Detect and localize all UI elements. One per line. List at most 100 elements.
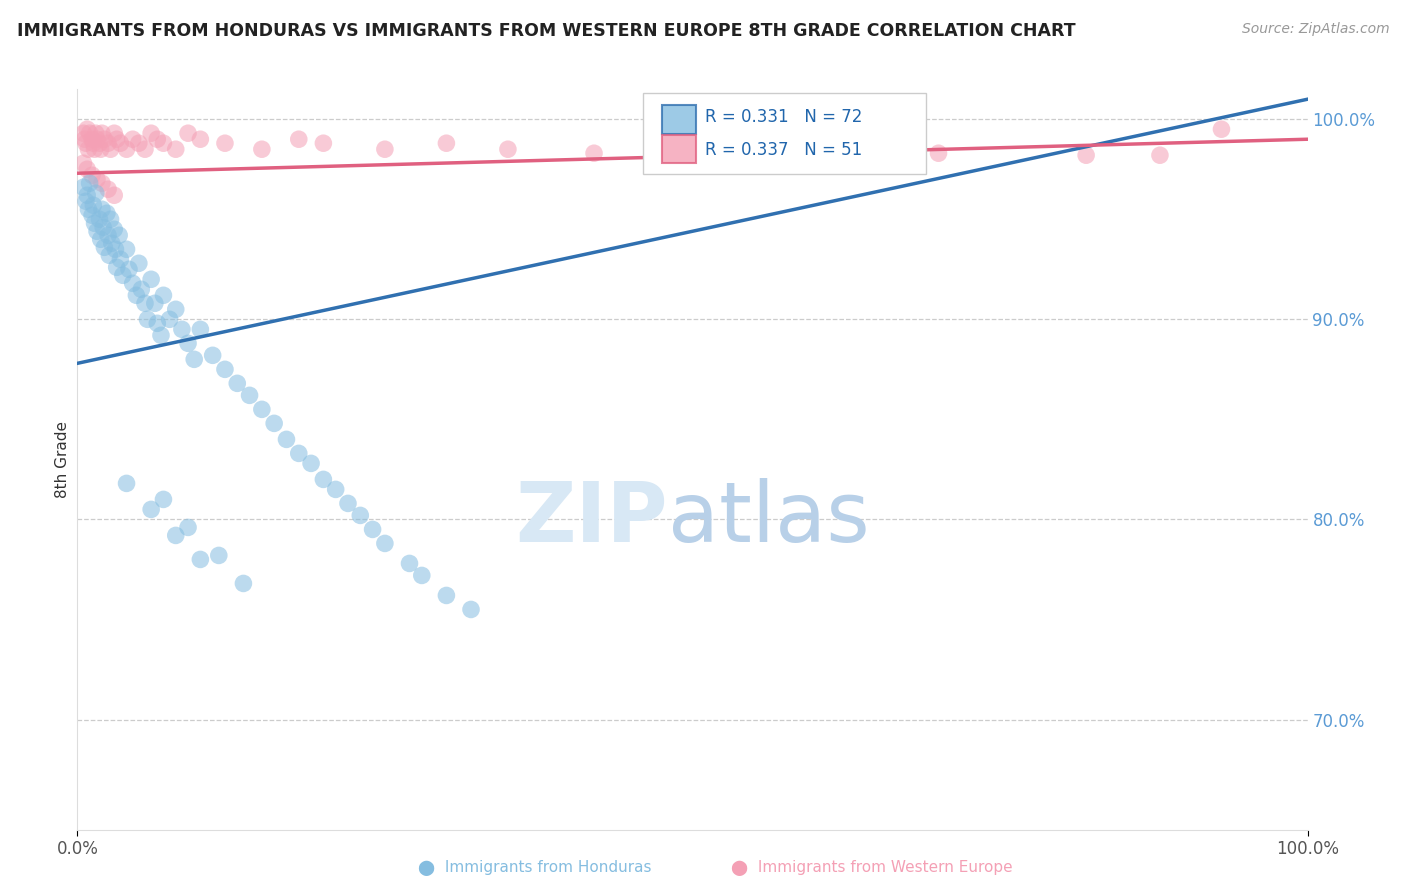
- Text: atlas: atlas: [668, 478, 869, 559]
- Point: [100, 142, 122, 156]
- Point: [82, 132, 104, 146]
- Point: [141, 502, 163, 516]
- Point: [183, 352, 205, 367]
- FancyBboxPatch shape: [644, 93, 927, 174]
- Point: [128, 136, 150, 151]
- Point: [134, 142, 156, 156]
- Point: [86, 224, 108, 238]
- Point: [188, 552, 212, 566]
- Point: [460, 602, 482, 616]
- Point: [325, 483, 347, 497]
- Point: [82, 136, 104, 151]
- Point: [177, 126, 200, 140]
- Point: [208, 549, 231, 563]
- Point: [90, 176, 114, 190]
- Point: [90, 126, 114, 140]
- Point: [103, 222, 125, 236]
- Point: [150, 328, 173, 343]
- Point: [115, 142, 138, 156]
- Point: [121, 277, 143, 291]
- Point: [90, 202, 114, 217]
- Point: [312, 472, 335, 486]
- Point: [103, 126, 125, 140]
- Point: [98, 248, 121, 262]
- Point: [188, 322, 212, 336]
- Text: Source: ZipAtlas.com: Source: ZipAtlas.com: [1241, 22, 1389, 37]
- Point: [239, 388, 262, 402]
- Point: [86, 172, 108, 186]
- Point: [76, 188, 98, 202]
- Point: [72, 156, 94, 170]
- Point: [93, 132, 115, 146]
- Point: [84, 126, 107, 140]
- Point: [374, 142, 396, 156]
- Point: [152, 288, 174, 302]
- Point: [299, 456, 322, 470]
- Text: ⬤  Immigrants from Honduras: ⬤ Immigrants from Honduras: [418, 860, 651, 876]
- Point: [165, 302, 187, 317]
- Point: [75, 136, 97, 151]
- Point: [97, 182, 120, 196]
- Point: [141, 126, 163, 140]
- Point: [165, 142, 187, 156]
- Point: [177, 520, 200, 534]
- Text: IMMIGRANTS FROM HONDURAS VS IMMIGRANTS FROM WESTERN EUROPE 8TH GRADE CORRELATION: IMMIGRANTS FROM HONDURAS VS IMMIGRANTS F…: [17, 22, 1076, 40]
- Point: [89, 136, 111, 151]
- Point: [232, 576, 254, 591]
- Point: [436, 589, 458, 603]
- Point: [104, 242, 127, 256]
- Point: [97, 136, 120, 151]
- Point: [159, 312, 181, 326]
- Point: [101, 236, 124, 251]
- Point: [77, 142, 100, 156]
- Point: [90, 232, 112, 246]
- Point: [226, 376, 249, 391]
- Point: [96, 206, 118, 220]
- Point: [110, 252, 132, 267]
- Point: [398, 557, 420, 571]
- Point: [170, 322, 193, 336]
- Point: [374, 536, 396, 550]
- Point: [349, 508, 371, 523]
- Point: [177, 336, 200, 351]
- Point: [250, 142, 273, 156]
- Point: [73, 132, 96, 146]
- Point: [72, 180, 94, 194]
- Point: [86, 132, 108, 146]
- Point: [1076, 148, 1098, 162]
- Point: [76, 122, 98, 136]
- Point: [82, 168, 104, 182]
- Point: [312, 136, 335, 151]
- Point: [121, 132, 143, 146]
- Point: [201, 348, 224, 362]
- Text: ⬤  Immigrants from Western Europe: ⬤ Immigrants from Western Europe: [731, 860, 1012, 876]
- Text: ZIP: ZIP: [516, 478, 668, 559]
- Point: [250, 402, 273, 417]
- Point: [128, 256, 150, 270]
- Point: [118, 262, 141, 277]
- Point: [337, 496, 360, 510]
- Text: R = 0.331   N = 72: R = 0.331 N = 72: [704, 109, 862, 127]
- Point: [82, 208, 104, 222]
- Text: R = 0.337   N = 51: R = 0.337 N = 51: [704, 141, 862, 159]
- Point: [89, 212, 111, 227]
- Point: [146, 316, 169, 330]
- Point: [136, 312, 159, 326]
- Point: [105, 260, 128, 275]
- Point: [682, 148, 704, 162]
- Point: [79, 176, 101, 190]
- Point: [75, 194, 97, 209]
- Point: [214, 136, 236, 151]
- Point: [91, 220, 114, 235]
- Point: [72, 126, 94, 140]
- Point: [111, 268, 134, 283]
- Point: [125, 288, 148, 302]
- Point: [90, 142, 112, 156]
- Point: [129, 282, 153, 296]
- Point: [1149, 148, 1171, 162]
- Point: [108, 228, 131, 243]
- Point: [288, 446, 311, 460]
- Point: [134, 296, 156, 310]
- Point: [361, 523, 384, 537]
- Point: [105, 132, 128, 146]
